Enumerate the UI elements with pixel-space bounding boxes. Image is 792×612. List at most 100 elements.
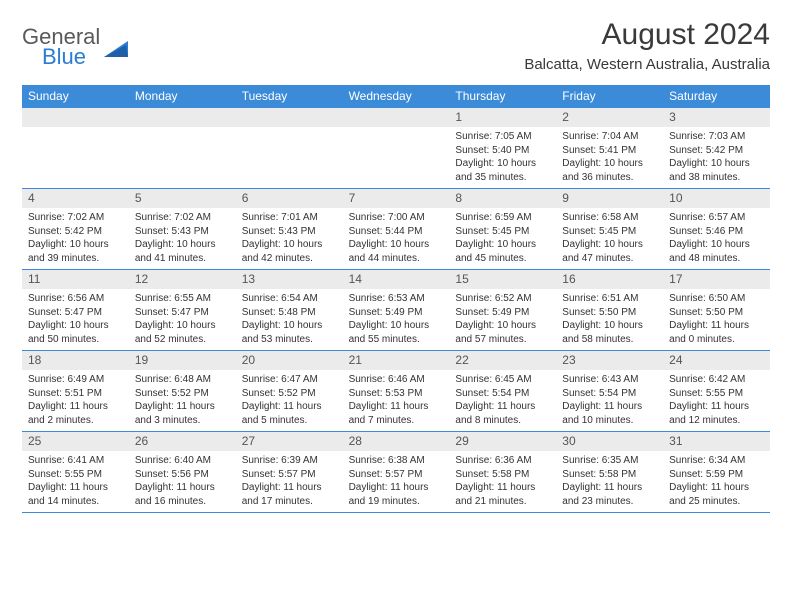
- daylight-text: Daylight: 11 hours and 25 minutes.: [669, 481, 764, 508]
- weekday-header: Friday: [556, 85, 663, 108]
- daylight-text: Daylight: 11 hours and 12 minutes.: [669, 400, 764, 427]
- daylight-text: Daylight: 11 hours and 14 minutes.: [28, 481, 123, 508]
- day-number: 15: [449, 270, 556, 289]
- calendar-day: 7Sunrise: 7:00 AMSunset: 5:44 PMDaylight…: [343, 189, 450, 269]
- day-body: Sunrise: 6:42 AMSunset: 5:55 PMDaylight:…: [663, 370, 770, 431]
- calendar-day: 9Sunrise: 6:58 AMSunset: 5:45 PMDaylight…: [556, 189, 663, 269]
- sunset-text: Sunset: 5:59 PM: [669, 468, 764, 482]
- sunrise-text: Sunrise: 6:57 AM: [669, 211, 764, 225]
- sunrise-text: Sunrise: 6:59 AM: [455, 211, 550, 225]
- day-number: 14: [343, 270, 450, 289]
- sunset-text: Sunset: 5:42 PM: [28, 225, 123, 239]
- day-body: Sunrise: 7:04 AMSunset: 5:41 PMDaylight:…: [556, 127, 663, 188]
- day-number: 23: [556, 351, 663, 370]
- day-body: Sunrise: 6:36 AMSunset: 5:58 PMDaylight:…: [449, 451, 556, 512]
- day-number: 26: [129, 432, 236, 451]
- daylight-text: Daylight: 11 hours and 17 minutes.: [242, 481, 337, 508]
- day-body: Sunrise: 6:40 AMSunset: 5:56 PMDaylight:…: [129, 451, 236, 512]
- header: General Blue August 2024 Balcatta, Weste…: [0, 0, 792, 81]
- calendar-week: 11Sunrise: 6:56 AMSunset: 5:47 PMDayligh…: [22, 270, 770, 351]
- sunset-text: Sunset: 5:45 PM: [455, 225, 550, 239]
- day-body: Sunrise: 6:54 AMSunset: 5:48 PMDaylight:…: [236, 289, 343, 350]
- sunrise-text: Sunrise: 6:39 AM: [242, 454, 337, 468]
- daylight-text: Daylight: 10 hours and 35 minutes.: [455, 157, 550, 184]
- sunrise-text: Sunrise: 7:02 AM: [28, 211, 123, 225]
- calendar-day: 8Sunrise: 6:59 AMSunset: 5:45 PMDaylight…: [449, 189, 556, 269]
- sunset-text: Sunset: 5:50 PM: [669, 306, 764, 320]
- day-number: 20: [236, 351, 343, 370]
- sunrise-text: Sunrise: 6:35 AM: [562, 454, 657, 468]
- weekday-header: Thursday: [449, 85, 556, 108]
- day-number: 31: [663, 432, 770, 451]
- day-body: Sunrise: 6:35 AMSunset: 5:58 PMDaylight:…: [556, 451, 663, 512]
- day-number: [343, 108, 450, 127]
- logo: General Blue: [22, 24, 130, 70]
- day-number: 6: [236, 189, 343, 208]
- day-body: [22, 127, 129, 185]
- sunset-text: Sunset: 5:52 PM: [135, 387, 230, 401]
- sunrise-text: Sunrise: 6:42 AM: [669, 373, 764, 387]
- day-number: 21: [343, 351, 450, 370]
- calendar-day: 15Sunrise: 6:52 AMSunset: 5:49 PMDayligh…: [449, 270, 556, 350]
- sunrise-text: Sunrise: 6:46 AM: [349, 373, 444, 387]
- day-body: Sunrise: 6:47 AMSunset: 5:52 PMDaylight:…: [236, 370, 343, 431]
- day-number: 16: [556, 270, 663, 289]
- calendar-week: 4Sunrise: 7:02 AMSunset: 5:42 PMDaylight…: [22, 189, 770, 270]
- sunrise-text: Sunrise: 7:03 AM: [669, 130, 764, 144]
- month-title: August 2024: [524, 18, 770, 52]
- daylight-text: Daylight: 11 hours and 16 minutes.: [135, 481, 230, 508]
- calendar-day: 25Sunrise: 6:41 AMSunset: 5:55 PMDayligh…: [22, 432, 129, 512]
- sunrise-text: Sunrise: 6:49 AM: [28, 373, 123, 387]
- daylight-text: Daylight: 11 hours and 19 minutes.: [349, 481, 444, 508]
- calendar-day: 1Sunrise: 7:05 AMSunset: 5:40 PMDaylight…: [449, 108, 556, 188]
- sunset-text: Sunset: 5:47 PM: [28, 306, 123, 320]
- calendar-day: 30Sunrise: 6:35 AMSunset: 5:58 PMDayligh…: [556, 432, 663, 512]
- daylight-text: Daylight: 10 hours and 48 minutes.: [669, 238, 764, 265]
- day-body: Sunrise: 6:59 AMSunset: 5:45 PMDaylight:…: [449, 208, 556, 269]
- daylight-text: Daylight: 11 hours and 7 minutes.: [349, 400, 444, 427]
- day-number: 29: [449, 432, 556, 451]
- sunrise-text: Sunrise: 7:04 AM: [562, 130, 657, 144]
- sunrise-text: Sunrise: 6:55 AM: [135, 292, 230, 306]
- calendar-day: 29Sunrise: 6:36 AMSunset: 5:58 PMDayligh…: [449, 432, 556, 512]
- day-body: [129, 127, 236, 185]
- daylight-text: Daylight: 10 hours and 55 minutes.: [349, 319, 444, 346]
- sunset-text: Sunset: 5:58 PM: [562, 468, 657, 482]
- sunrise-text: Sunrise: 6:52 AM: [455, 292, 550, 306]
- daylight-text: Daylight: 11 hours and 3 minutes.: [135, 400, 230, 427]
- calendar-day: [129, 108, 236, 188]
- sunset-text: Sunset: 5:58 PM: [455, 468, 550, 482]
- calendar-day: 31Sunrise: 6:34 AMSunset: 5:59 PMDayligh…: [663, 432, 770, 512]
- day-body: Sunrise: 6:39 AMSunset: 5:57 PMDaylight:…: [236, 451, 343, 512]
- sunset-text: Sunset: 5:54 PM: [455, 387, 550, 401]
- sunrise-text: Sunrise: 6:54 AM: [242, 292, 337, 306]
- day-body: Sunrise: 7:02 AMSunset: 5:42 PMDaylight:…: [22, 208, 129, 269]
- day-body: [236, 127, 343, 185]
- daylight-text: Daylight: 11 hours and 0 minutes.: [669, 319, 764, 346]
- day-body: Sunrise: 6:41 AMSunset: 5:55 PMDaylight:…: [22, 451, 129, 512]
- sunrise-text: Sunrise: 6:45 AM: [455, 373, 550, 387]
- day-number: [22, 108, 129, 127]
- daylight-text: Daylight: 10 hours and 39 minutes.: [28, 238, 123, 265]
- weekday-header: Monday: [129, 85, 236, 108]
- sunrise-text: Sunrise: 6:53 AM: [349, 292, 444, 306]
- day-body: Sunrise: 6:53 AMSunset: 5:49 PMDaylight:…: [343, 289, 450, 350]
- daylight-text: Daylight: 10 hours and 42 minutes.: [242, 238, 337, 265]
- logo-triangle-icon: [104, 39, 130, 59]
- day-number: [236, 108, 343, 127]
- day-body: Sunrise: 6:51 AMSunset: 5:50 PMDaylight:…: [556, 289, 663, 350]
- sunset-text: Sunset: 5:49 PM: [349, 306, 444, 320]
- calendar-day: 2Sunrise: 7:04 AMSunset: 5:41 PMDaylight…: [556, 108, 663, 188]
- weekday-row: Sunday Monday Tuesday Wednesday Thursday…: [22, 85, 770, 108]
- daylight-text: Daylight: 10 hours and 58 minutes.: [562, 319, 657, 346]
- calendar-day: [236, 108, 343, 188]
- day-body: Sunrise: 6:38 AMSunset: 5:57 PMDaylight:…: [343, 451, 450, 512]
- sunset-text: Sunset: 5:52 PM: [242, 387, 337, 401]
- day-number: 27: [236, 432, 343, 451]
- day-body: Sunrise: 6:49 AMSunset: 5:51 PMDaylight:…: [22, 370, 129, 431]
- title-block: August 2024 Balcatta, Western Australia,…: [524, 18, 770, 73]
- daylight-text: Daylight: 10 hours and 57 minutes.: [455, 319, 550, 346]
- day-number: 7: [343, 189, 450, 208]
- day-number: 2: [556, 108, 663, 127]
- calendar-day: [343, 108, 450, 188]
